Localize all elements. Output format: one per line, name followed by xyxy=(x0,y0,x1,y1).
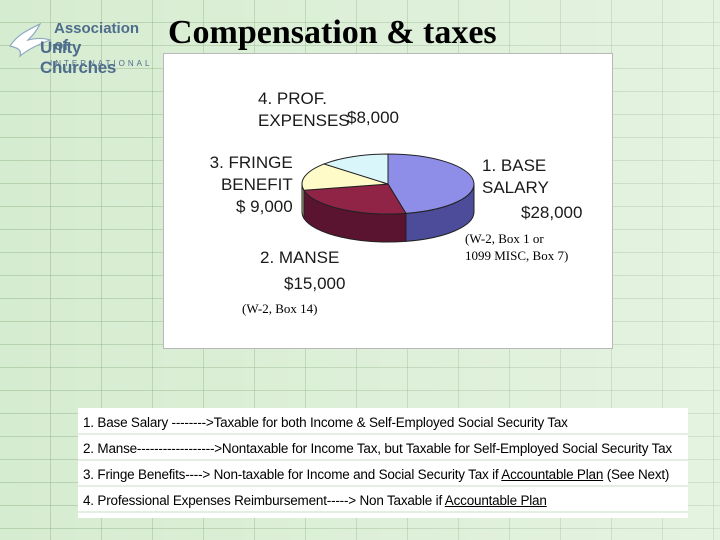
label-fringe-benefit: 3. FRINGE BENEFIT $ 9,000 xyxy=(208,152,293,218)
note-line-3: 3. Fringe Benefits----> Non-taxable for … xyxy=(83,467,669,482)
note-line-3-text: 3. Fringe Benefits----> Non-taxable for … xyxy=(83,467,502,482)
note-line-4: 4. Professional Expenses Reimbursement--… xyxy=(83,493,547,508)
note-line-4-text: 4. Professional Expenses Reimbursement--… xyxy=(83,493,445,508)
note-line-1-text: 1. Base Salary -------->Taxable for both… xyxy=(83,415,568,430)
label-prof-expenses-line-1: 4. PROF. xyxy=(258,89,327,108)
pie-slice-base-salary xyxy=(387,153,475,214)
annotation-base-salary-line-1: (W-2, Box 1 or xyxy=(465,231,544,246)
note-line-1: 1. Base Salary -------->Taxable for both… xyxy=(83,415,568,430)
logo-line-3: INTERNATIONAL xyxy=(50,59,153,68)
pie-chart xyxy=(301,153,475,243)
annotation-manse: (W-2, Box 14) xyxy=(242,301,318,316)
dove-icon xyxy=(9,22,52,58)
annotation-base-salary-line-2: 1099 MISC, Box 7) xyxy=(465,248,569,263)
label-manse: 2. MANSE xyxy=(260,248,340,267)
label-base-salary: 1. BASE SALARY xyxy=(482,155,549,199)
label-prof-expenses: 4. PROF. EXPENSES xyxy=(258,88,350,132)
pie-slice-prof-expenses xyxy=(322,153,389,185)
chart-area: 4. PROF. EXPENSES $8,000 3. FRINGE BENEF… xyxy=(163,53,613,349)
notes-panel: 1. Base Salary -------->Taxable for both… xyxy=(78,408,688,518)
value-manse: $15,000 xyxy=(284,274,346,293)
logo: Association of Unity Churches INTERNATIO… xyxy=(6,8,156,77)
note-line-4-underlined: Accountable Plan xyxy=(444,493,547,508)
label-prof-expenses-line-2: EXPENSES xyxy=(258,111,350,130)
note-line-3-after: (See Next) xyxy=(603,467,670,482)
label-fringe-benefit-line-1: 3. FRINGE xyxy=(209,153,293,172)
logo-line-2: Unity Churches xyxy=(40,38,117,77)
label-fringe-benefit-line-2: BENEFIT xyxy=(220,175,293,194)
pie-slice-fringe-benefit xyxy=(301,163,389,191)
pie-slice-manse xyxy=(303,183,407,215)
value-prof-expenses: $8,000 xyxy=(347,108,399,127)
notes-grid xyxy=(78,433,688,513)
value-base-salary: $28,000 xyxy=(521,203,583,222)
page-title: Compensation & taxes xyxy=(168,14,497,51)
annotation-base-salary: (W-2, Box 1 or 1099 MISC, Box 7) xyxy=(465,230,568,264)
value-fringe-benefit: $ 9,000 xyxy=(236,197,293,216)
note-line-2-text: 2. Manse------------------>Nontaxable fo… xyxy=(83,441,672,456)
label-base-salary-line-1: 1. BASE xyxy=(482,156,547,175)
note-line-3-underlined: Accountable Plan xyxy=(501,467,604,482)
note-line-2: 2. Manse------------------>Nontaxable fo… xyxy=(83,441,672,456)
logo-line-1: Association of xyxy=(54,20,140,54)
label-base-salary-line-2: SALARY xyxy=(482,178,549,197)
